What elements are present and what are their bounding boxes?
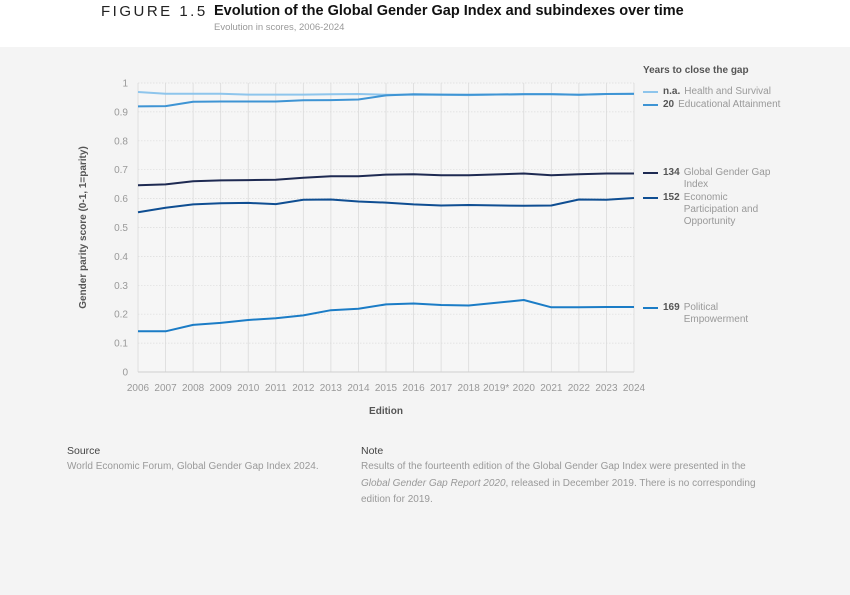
legend-swatch bbox=[643, 197, 658, 199]
x-tick-label: 2016 bbox=[402, 383, 425, 394]
x-tick-label: 2017 bbox=[430, 383, 453, 394]
x-tick-label: 2011 bbox=[265, 383, 287, 394]
chart-subtitle: Evolution in scores, 2006-2024 bbox=[214, 22, 345, 33]
series-line-global-gender-gap-index bbox=[137, 172, 634, 187]
x-tick-label: 2008 bbox=[182, 383, 205, 394]
x-tick-label: 2020 bbox=[513, 383, 536, 394]
y-tick-label: 0.7 bbox=[114, 165, 128, 176]
y-tick-label: 0.1 bbox=[114, 339, 128, 350]
y-tick-label: 0.5 bbox=[114, 223, 128, 234]
legend-label: Political Empowerment bbox=[683, 302, 749, 325]
x-tick-label: 2006 bbox=[127, 383, 150, 394]
x-tick-label: 2014 bbox=[347, 383, 370, 394]
y-tick-label: 0.3 bbox=[114, 281, 128, 292]
x-tick-label: 2022 bbox=[568, 383, 591, 394]
legend-item: 134 Global Gender Gap Index bbox=[643, 167, 784, 191]
x-tick-label: 2007 bbox=[154, 383, 177, 394]
x-tick-label: 2015 bbox=[375, 383, 398, 394]
legend-item: 169 Political Empowerment bbox=[643, 302, 784, 326]
legend-title: Years to close the gap bbox=[643, 65, 749, 76]
y-tick-label: 0.2 bbox=[114, 310, 128, 321]
series-line-economic-participation-and-opportunity bbox=[137, 197, 635, 214]
legend-swatch bbox=[643, 307, 658, 309]
legend-label: Educational Attainment bbox=[678, 99, 781, 110]
x-tick-label: 2012 bbox=[292, 383, 315, 394]
x-tick-label: 2018 bbox=[458, 383, 481, 394]
x-tick-label: 2024 bbox=[623, 383, 646, 394]
x-tick-label: 2019* bbox=[483, 383, 509, 394]
legend-label: Health and Survival bbox=[684, 86, 771, 97]
legend-item: n.a. Health and Survival bbox=[643, 86, 824, 98]
legend-years: n.a. bbox=[663, 86, 681, 97]
x-tick-label: 2010 bbox=[237, 383, 260, 394]
legend-swatch bbox=[643, 91, 658, 93]
series-line-educational-attainment bbox=[137, 92, 635, 108]
legend-item: 20 Educational Attainment bbox=[643, 99, 818, 111]
legend-item: 152 Economic Participation and Opportunit… bbox=[643, 192, 784, 228]
line-chart: 0 0.1 0.2 0.3 0.4 0.5 0.6 0.7 0.8 0.9 1 2006 2007 200… bbox=[78, 79, 646, 418]
header: FIGURE 1.5 Evolution of the Global Gende… bbox=[0, 0, 850, 47]
y-tick-label: 0.8 bbox=[114, 136, 128, 147]
y-tick-label: 1 bbox=[122, 79, 128, 90]
source-heading: Source bbox=[67, 445, 101, 457]
y-tick-label: 0.9 bbox=[114, 107, 128, 118]
note-heading: Note bbox=[361, 445, 384, 457]
legend-years: 20 bbox=[663, 99, 675, 110]
y-tick-label: 0.4 bbox=[114, 252, 128, 263]
legend-label: Economic Participation and Opportunity bbox=[683, 192, 759, 227]
x-tick-label: 2023 bbox=[595, 383, 618, 394]
y-tick-label: 0 bbox=[122, 368, 128, 379]
x-axis-label: Edition bbox=[369, 406, 403, 417]
x-tick-label: 2013 bbox=[320, 383, 343, 394]
x-tick-label: 2009 bbox=[210, 383, 233, 394]
legend-swatch bbox=[643, 172, 658, 174]
figure-number: FIGURE 1.5 bbox=[101, 3, 208, 20]
note-text: Results of the fourteenth edition of the… bbox=[361, 461, 756, 505]
legend-years: 152 bbox=[663, 192, 680, 203]
chart-title: Evolution of the Global Gender Gap Index… bbox=[214, 3, 684, 19]
legend-swatch bbox=[643, 104, 658, 106]
series-line-political-empowerment bbox=[138, 299, 634, 333]
legend-years: 169 bbox=[663, 302, 680, 313]
legend-years: 134 bbox=[663, 167, 680, 178]
legend-label: Global Gender Gap Index bbox=[683, 167, 771, 190]
y-tick-label: 0.6 bbox=[114, 194, 128, 205]
source-text: World Economic Forum, Global Gender Gap … bbox=[67, 461, 319, 472]
y-axis-label: Gender parity score (0-1, 1=parity) bbox=[78, 146, 89, 309]
x-tick-label: 2021 bbox=[540, 383, 563, 394]
